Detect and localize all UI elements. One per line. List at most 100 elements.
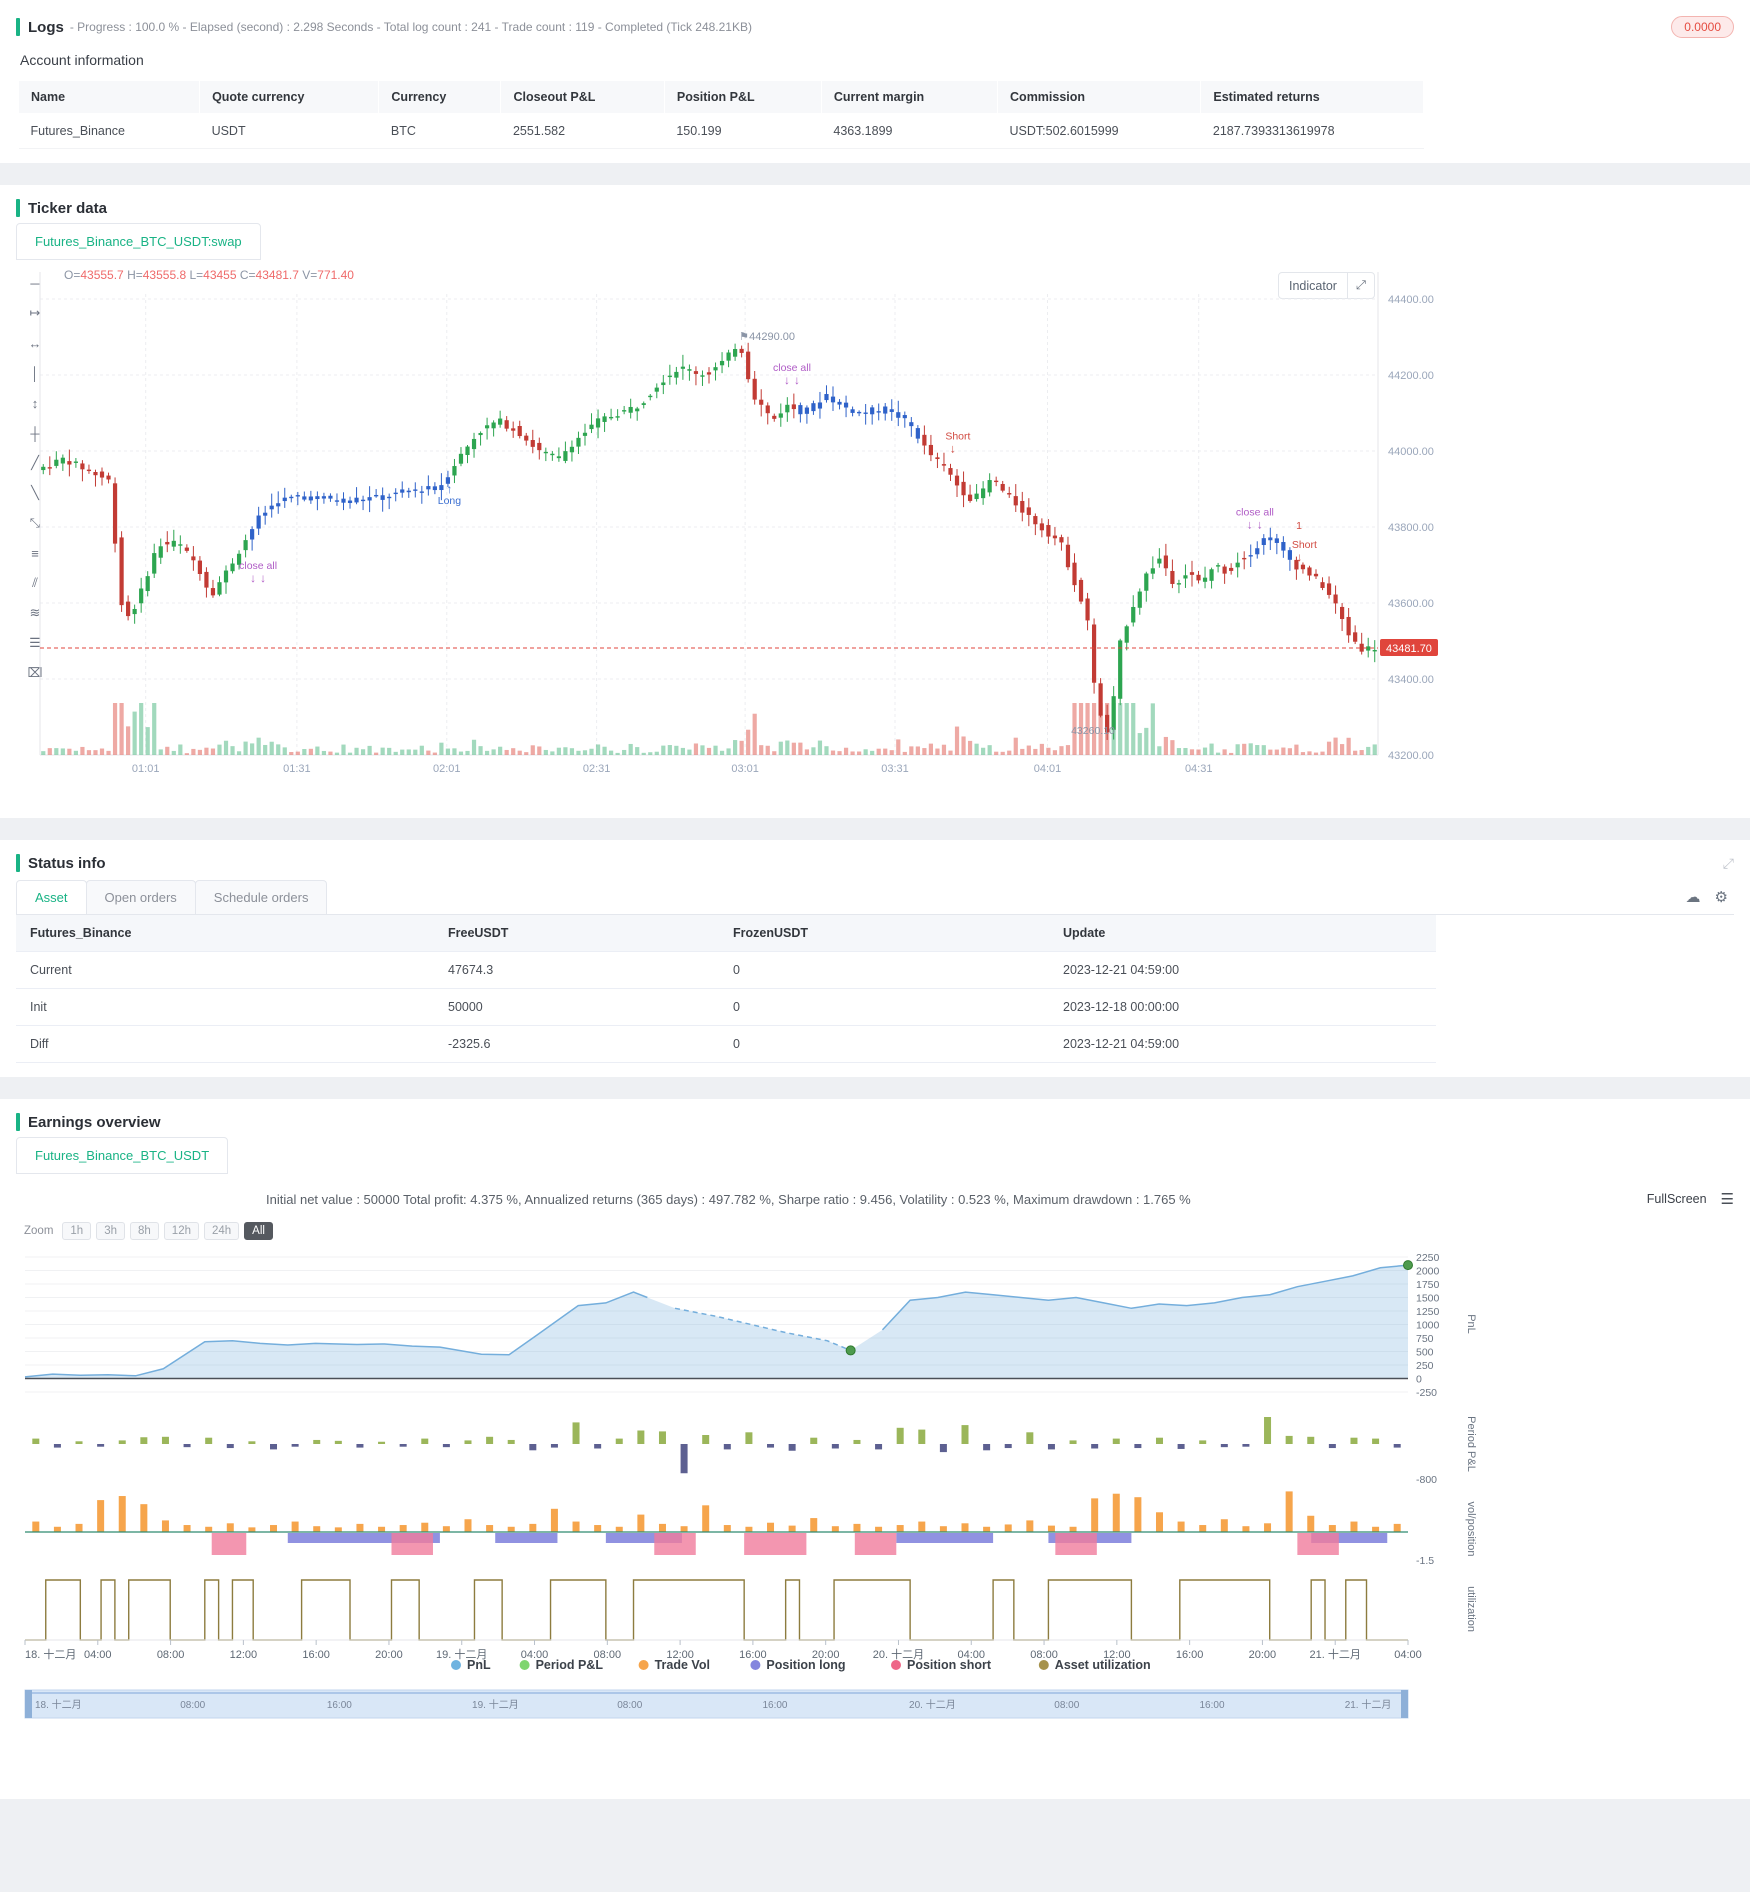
magnet-icon[interactable]: ☰: [29, 635, 41, 650]
svg-text:01:01: 01:01: [132, 763, 160, 775]
svg-text:12:00: 12:00: [230, 1649, 258, 1661]
indicator-label[interactable]: Indicator: [1289, 278, 1337, 293]
ohlc-part: L=43455: [189, 268, 240, 282]
pnl-marker: [1403, 1260, 1413, 1271]
chart-menu-icon[interactable]: ☰: [1720, 1191, 1734, 1208]
zoom-option-12h[interactable]: 12h: [163, 1222, 199, 1240]
ticker-chart[interactable]: ─ ↦ ↔ │ ↕ ┼ ╱ ╲ ⤡ ≡ ⫽ ≋ ☰ ⌧ O=43555.7 H=43555.8 L=434…: [16, 264, 1734, 804]
position-long-span: [896, 1533, 994, 1543]
svg-text:↓: ↓: [794, 373, 800, 387]
svg-text:08:00: 08:00: [594, 1649, 622, 1661]
table-row: Diff -2325.6 0 2023-12-21 04:59:00: [16, 1025, 1436, 1063]
tab-asset[interactable]: Asset: [16, 880, 87, 914]
zoom-option-1h[interactable]: 1h: [62, 1222, 92, 1240]
vertical-line-icon[interactable]: ┼: [30, 425, 40, 441]
legend-dot: [1038, 1660, 1049, 1670]
svg-text:18. 十二月: 18. 十二月: [25, 1647, 76, 1661]
svg-text:750: 750: [1416, 1333, 1434, 1345]
svg-text:21. 十二月: 21. 十二月: [1310, 1647, 1361, 1661]
price-channel-icon[interactable]: ≋: [29, 605, 41, 620]
horizontal-ray-icon[interactable]: ↦: [29, 305, 41, 320]
status-col-header: FreeUSDT: [434, 915, 719, 952]
legend-dot: [519, 1660, 530, 1670]
section-accent-bar: [16, 1113, 20, 1131]
position-short-span: [1297, 1533, 1339, 1555]
section-accent-bar: [16, 854, 20, 872]
price-line-icon[interactable]: ≡: [31, 545, 39, 561]
delete-icon[interactable]: ⌧: [27, 665, 43, 680]
data-zoom-navigator: 18. 十二月 08:00 16:00 19. 十二月 08:00 16:00 20. 十二…: [24, 1689, 1409, 1719]
zoom-option-8h[interactable]: 8h: [130, 1222, 159, 1240]
tab-open-orders[interactable]: Open orders: [85, 880, 196, 914]
status-cell: 2023-12-21 04:59:00: [1049, 951, 1436, 989]
svg-text:↓: ↓: [260, 571, 266, 585]
vertical-segment-icon[interactable]: │: [30, 365, 40, 381]
earnings-symbol-tab[interactable]: Futures_Binance_BTC_USDT: [16, 1137, 229, 1174]
section-accent-bar: [16, 18, 20, 36]
horizontal-line-icon[interactable]: ↔: [28, 335, 42, 351]
trend-segment-icon[interactable]: ╱: [31, 455, 39, 470]
zoom-option-3h[interactable]: 3h: [96, 1222, 125, 1240]
earnings-title: Earnings overview: [28, 1113, 161, 1131]
zoom-option-24h[interactable]: 24h: [203, 1222, 240, 1240]
svg-text:⚑: ⚑: [739, 331, 749, 343]
svg-text:08:00: 08:00: [617, 1700, 642, 1711]
svg-text:12:00: 12:00: [1103, 1649, 1131, 1661]
svg-text:↓: ↓: [1257, 518, 1263, 532]
trend-line-icon[interactable]: ⤡: [29, 515, 41, 530]
account-cell: Futures_Binance: [18, 113, 200, 149]
svg-text:utilization: utilization: [1465, 1586, 1477, 1632]
legend-dot: [891, 1660, 901, 1670]
fullscreen-button[interactable]: FullScreen: [1646, 1192, 1707, 1206]
svg-text:21. 十二月: 21. 十二月: [1345, 1698, 1392, 1711]
status-row-label[interactable]: Current: [16, 951, 434, 989]
tab-schedule-orders[interactable]: Schedule orders: [194, 880, 328, 914]
svg-text:1: 1: [1296, 520, 1302, 532]
svg-text:43400.00: 43400.00: [1388, 674, 1434, 686]
account-cell: 2187.7393313619978: [1200, 113, 1424, 149]
status-cell: -2325.6: [434, 1025, 719, 1063]
position-short-span: [744, 1533, 807, 1555]
svg-text:Trade Vol: Trade Vol: [655, 1658, 710, 1672]
svg-text:↓: ↓: [784, 373, 790, 387]
account-col-header: Current margin: [820, 80, 999, 114]
navigator-right-handle: [1401, 1690, 1408, 1718]
svg-text:0: 0: [1416, 1374, 1422, 1386]
svg-text:1500: 1500: [1416, 1293, 1440, 1305]
earnings-section: Earnings overview Futures_Binance_BTC_US…: [0, 1099, 1750, 1799]
svg-text:16:00: 16:00: [1199, 1700, 1224, 1711]
svg-text:↓: ↓: [1247, 518, 1253, 532]
ohlc-part: H=43555.8: [127, 268, 190, 282]
svg-text:44290.00: 44290.00: [749, 331, 795, 343]
position-long-span: [1311, 1533, 1388, 1543]
zoom-option-all[interactable]: All: [244, 1222, 273, 1240]
trend-ray-icon[interactable]: ╲: [31, 485, 39, 500]
svg-text:500: 500: [1416, 1347, 1434, 1359]
volume-layer: [41, 703, 1377, 755]
svg-text:Asset utilization: Asset utilization: [1055, 1658, 1151, 1672]
ticker-symbol-tab[interactable]: Futures_Binance_BTC_USDT:swap: [16, 223, 261, 260]
table-row: Current 47674.3 0 2023-12-21 04:59:00: [16, 951, 1436, 989]
candlestick-chart-svg[interactable]: 44400.00 44200.00 44000.00 43800.00 43600.00…: [16, 264, 1734, 794]
svg-text:Position long: Position long: [766, 1658, 845, 1672]
svg-text:04:31: 04:31: [1185, 763, 1213, 775]
status-cell: 50000: [434, 988, 719, 1026]
vertical-ray-icon[interactable]: ↕: [31, 395, 39, 411]
ohlc-part: C=43481.7: [239, 268, 303, 282]
svg-text:04:00: 04:00: [521, 1649, 549, 1661]
download-icon[interactable]: ☁: [1685, 889, 1701, 906]
chart-expand-icon[interactable]: ⤢: [1346, 273, 1374, 298]
parallel-line-icon[interactable]: ⫽: [32, 575, 38, 590]
collapse-icon[interactable]: ⤢: [1722, 854, 1734, 871]
position-short-span: [391, 1533, 433, 1555]
position-long-span: [287, 1533, 440, 1543]
svg-text:20:00: 20:00: [1249, 1649, 1277, 1661]
svg-text:↓: ↓: [1296, 550, 1302, 564]
svg-text:close all: close all: [773, 362, 811, 374]
horizontal-segment-icon[interactable]: ─: [30, 275, 40, 291]
gear-icon[interactable]: ⚙: [1714, 889, 1728, 906]
svg-text:1000: 1000: [1416, 1320, 1440, 1332]
svg-text:44400.00: 44400.00: [1388, 294, 1434, 306]
indicator-button[interactable]: Indicator ⤢: [1278, 272, 1375, 299]
